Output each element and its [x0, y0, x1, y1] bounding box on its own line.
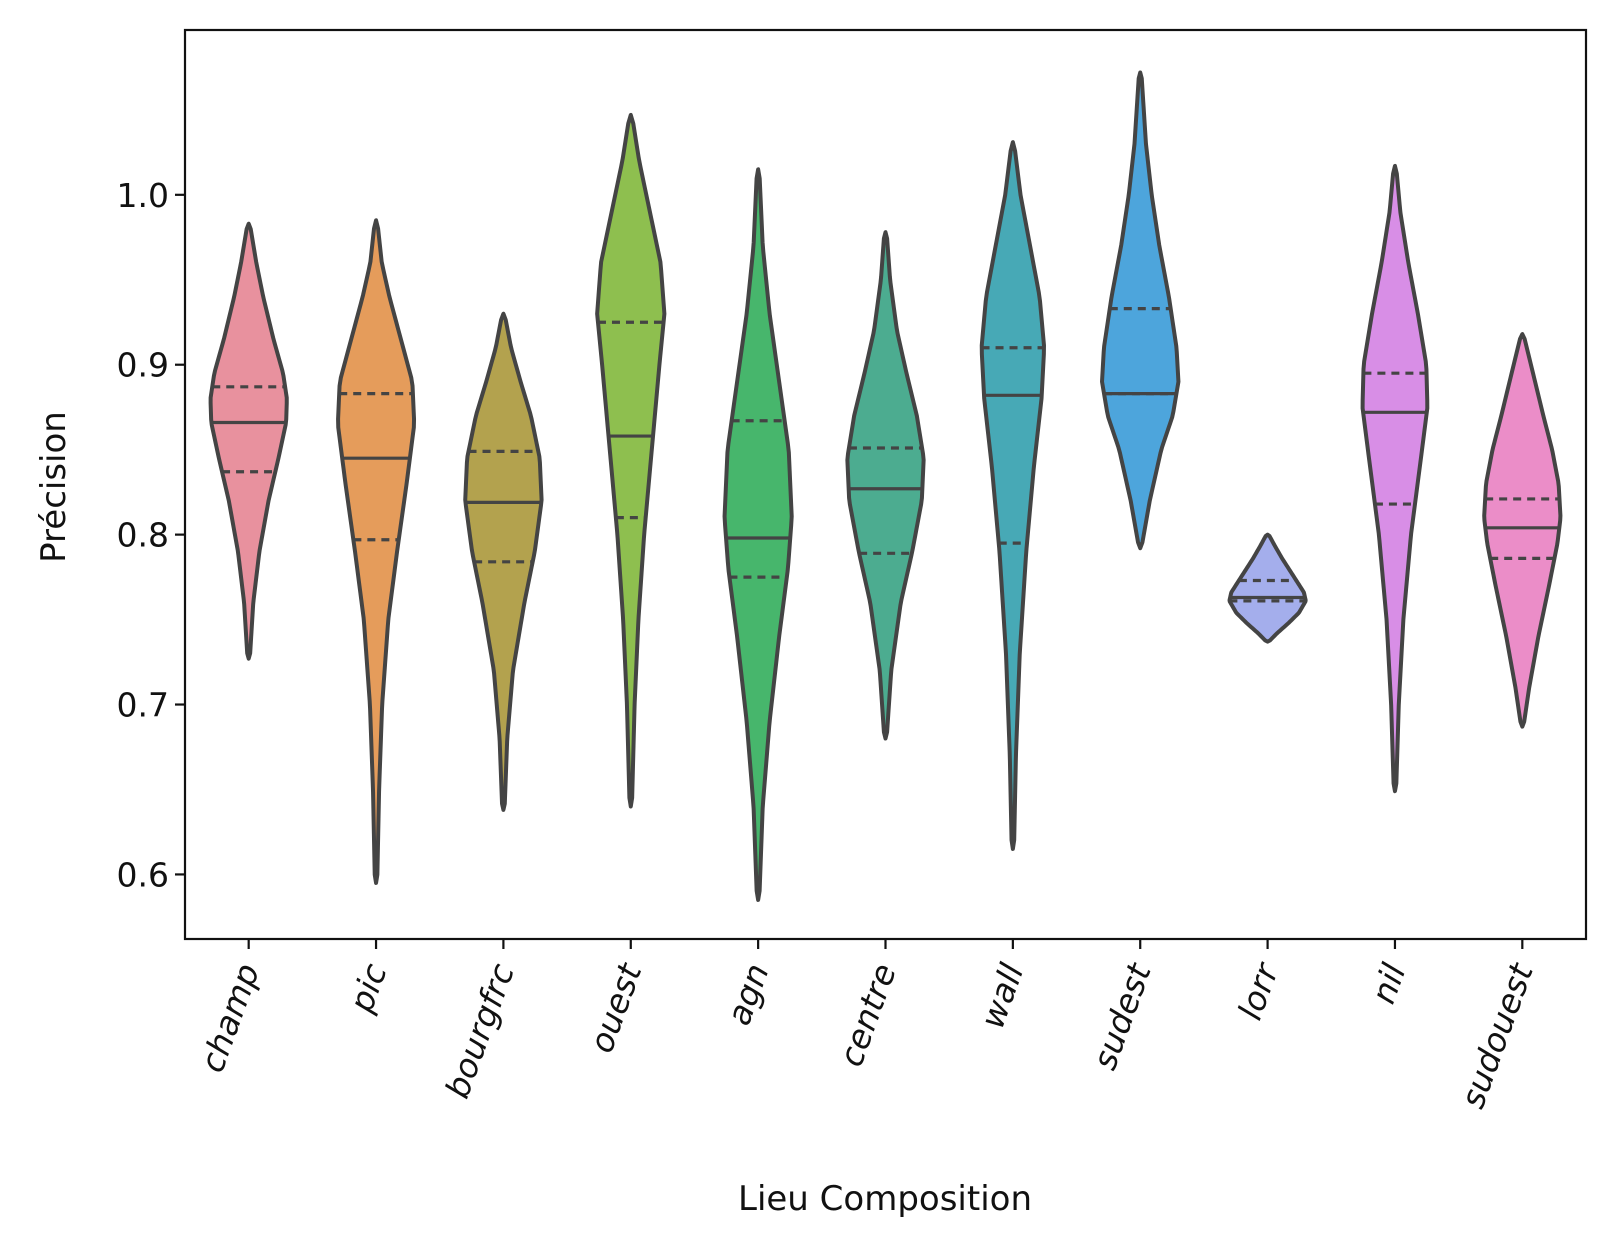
violin-wall [979, 140, 1046, 851]
y-tick-label: 0.7 [117, 686, 169, 725]
violin-nil [1360, 163, 1430, 794]
violin-body-champ [208, 221, 289, 661]
violin-sudest [1100, 70, 1181, 551]
violin-body-nil [1360, 163, 1430, 794]
violin-body-centre [845, 230, 926, 741]
violin-body-sudouest [1482, 332, 1563, 729]
y-tick-label: 0.9 [117, 346, 169, 385]
y-tick-label: 1.0 [117, 176, 169, 215]
violin-body-ouest [595, 112, 667, 809]
x-axis-label: Lieu Composition [738, 1179, 1032, 1219]
violin-body-pic [336, 218, 417, 885]
violins-layer [208, 70, 1563, 902]
y-axis: 0.6 0.7 0.8 0.9 1.0 [117, 176, 185, 894]
violin-sudouest [1482, 332, 1563, 729]
violin-body-lorr [1227, 532, 1308, 644]
violin-agn [722, 167, 794, 902]
violin-lorr [1227, 532, 1308, 644]
y-axis-label: Précision [34, 411, 74, 563]
violin-champ [208, 221, 289, 661]
violin-centre [845, 230, 926, 741]
plot-frame [183, 28, 1588, 941]
y-tick-label: 0.6 [117, 855, 169, 894]
violin-ouest [595, 112, 667, 809]
violin-body-wall [979, 140, 1046, 851]
violin-body-sudest [1100, 70, 1181, 551]
y-tick-label: 0.8 [117, 516, 169, 555]
violin-body-agn [722, 167, 794, 902]
violin-pic [336, 218, 417, 885]
violin-bourgfrc [463, 311, 544, 812]
